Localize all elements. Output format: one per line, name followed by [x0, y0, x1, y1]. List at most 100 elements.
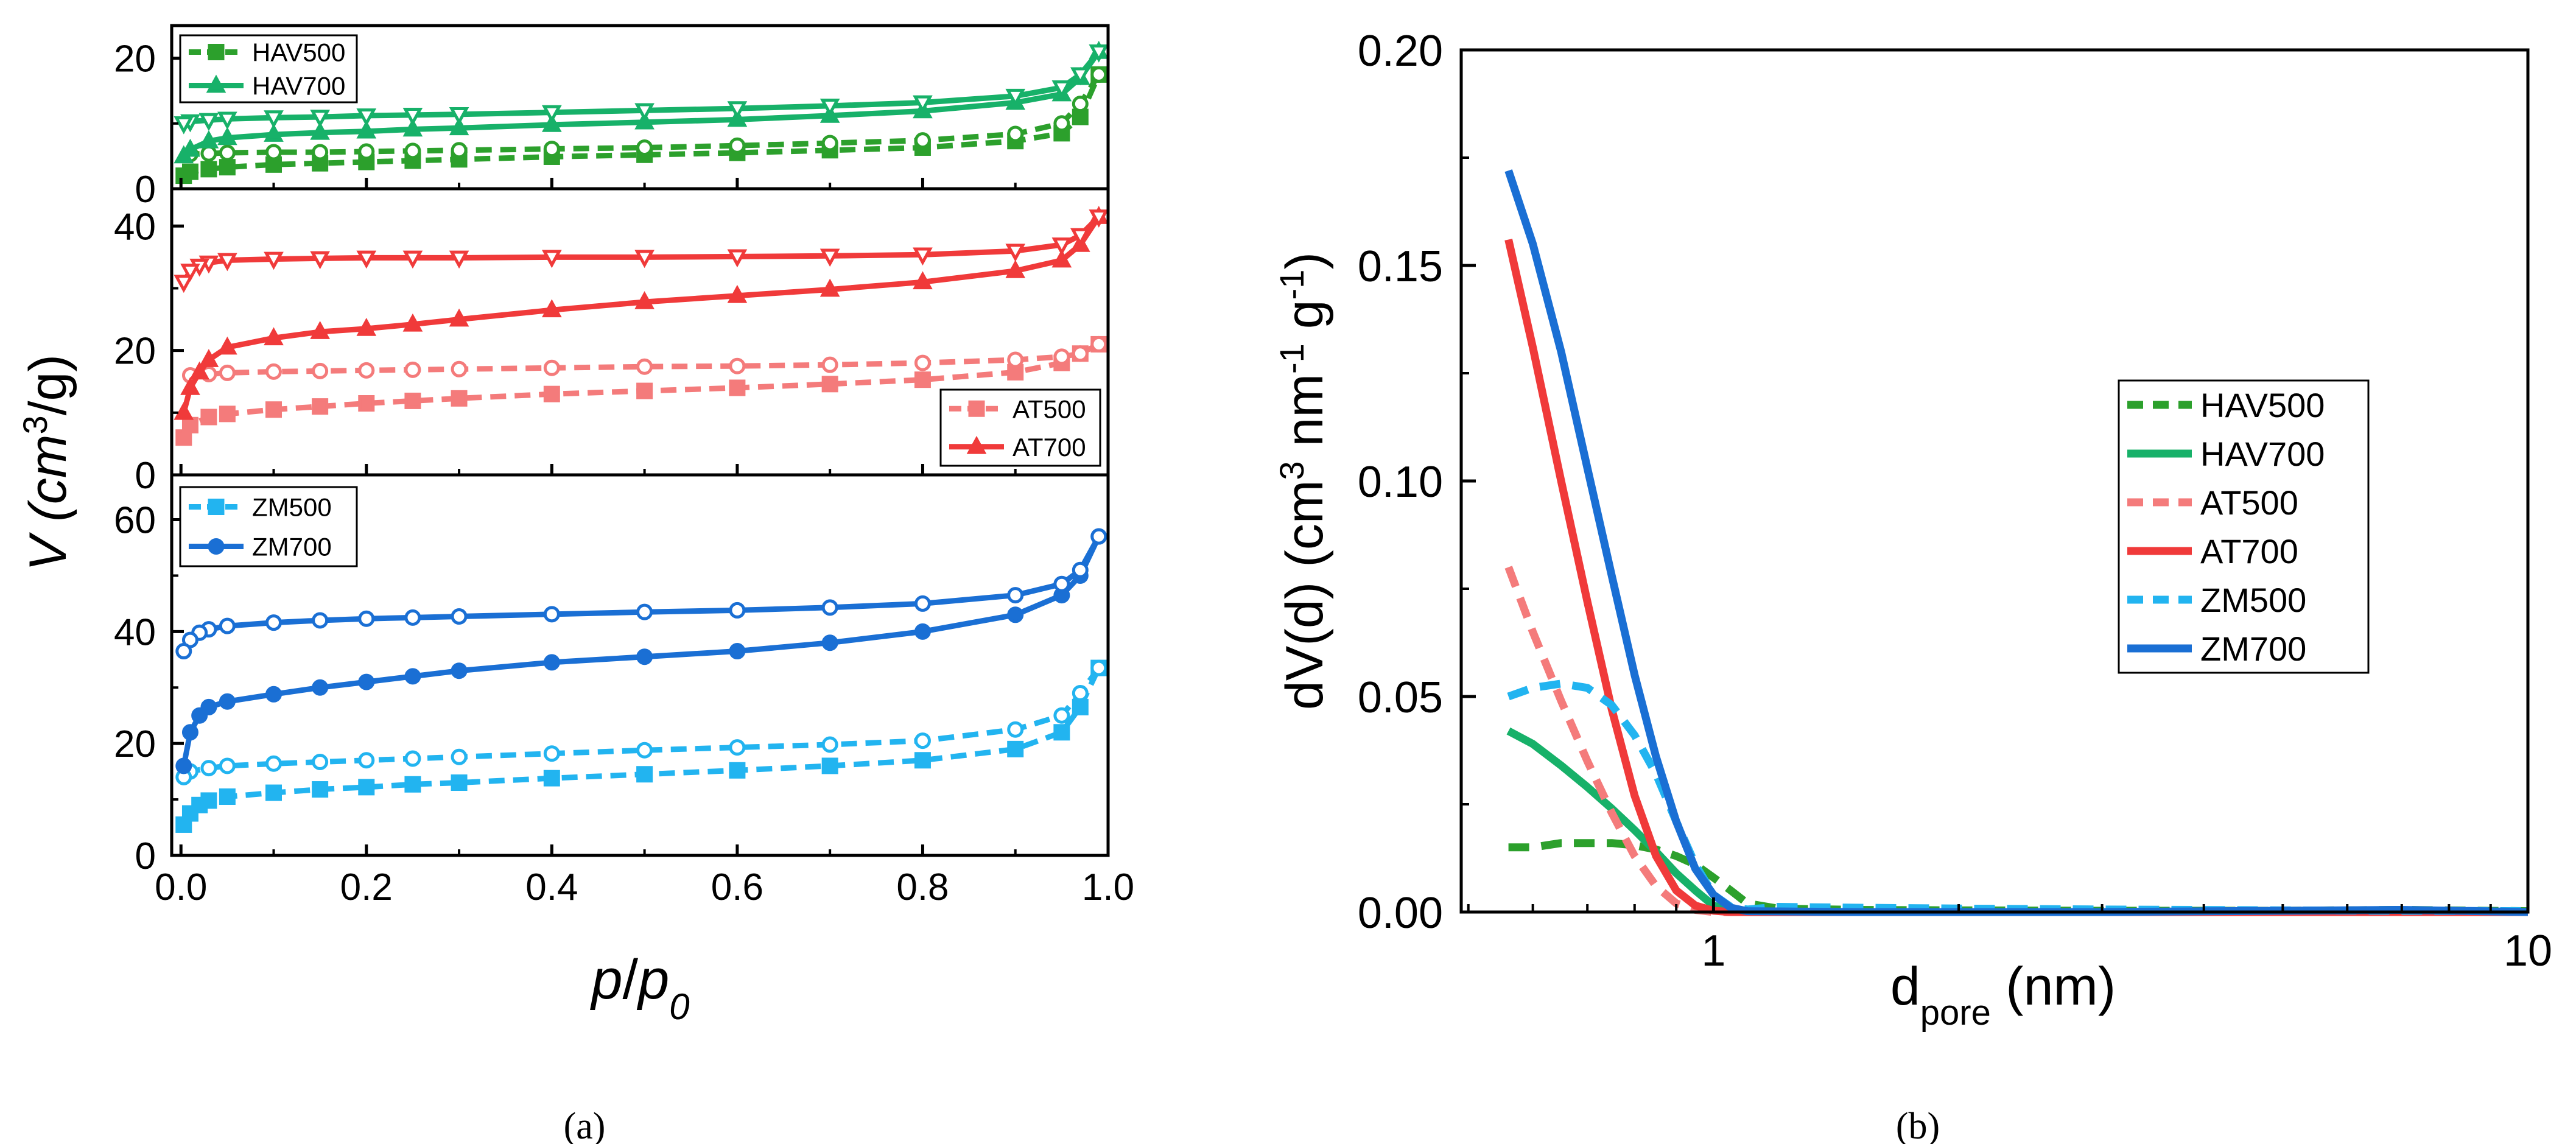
series-point-zm500-desorption	[200, 760, 217, 777]
series-point-zm700-adsorption	[181, 724, 198, 741]
legend-label-at500: AT500	[2200, 483, 2298, 522]
series-point-zm700-desorption	[451, 608, 468, 625]
legend-label-at700: AT700	[1013, 433, 1086, 461]
series-point-at500-desorption	[1053, 348, 1070, 365]
series-point-at500-adsorption	[729, 379, 746, 396]
series-point-zm500-desorption	[821, 736, 838, 753]
series-point-zm700-adsorption	[729, 643, 746, 660]
panel-b-y-axis-label: dV(d) (cm3 nm-1 g-1)	[1272, 252, 1335, 710]
series-point-hav700-adsorption	[402, 118, 423, 137]
y-tick-label: 20	[114, 38, 156, 80]
legend-1: AT500 AT700	[939, 388, 1101, 467]
series-point-zm500-adsorption	[200, 792, 217, 809]
series-point-zm700-desorption	[175, 643, 192, 660]
series-point-zm700-desorption	[543, 606, 560, 623]
series-point-hav700-adsorption	[198, 130, 219, 149]
legend-0: HAV500 HAV700	[179, 34, 358, 104]
series-point-hav700-adsorption	[542, 114, 562, 132]
subplot-zm: 0 20 40 60 ZM500 ZM700	[114, 473, 1110, 877]
series-point-zm700-desorption	[729, 602, 746, 619]
series-point-zm500-adsorption	[914, 752, 931, 769]
series-point-zm700-adsorption	[914, 623, 931, 640]
series-point-zm700-desorption	[404, 609, 421, 626]
series-point-at700-desorption	[913, 247, 933, 266]
series-point-at700-desorption	[310, 251, 330, 270]
series-point-hav500-adsorption	[219, 159, 236, 176]
series-point-at700-adsorption	[356, 318, 377, 336]
series-point-at700-adsorption	[449, 308, 469, 327]
series-point-hav700-desorption	[310, 110, 330, 128]
series-point-at500-desorption	[265, 363, 283, 380]
plot-b: 0.00 0.05 0.10 0.15 0.20 1 10 HAV500 HAV700 AT500…	[1358, 27, 2552, 975]
panel-b-caption: (b)	[1896, 1106, 1940, 1144]
series-point-zm500-desorption	[1007, 721, 1024, 738]
y-tick-label: 20	[114, 331, 156, 373]
series-line-at700	[1504, 239, 2528, 916]
legend-label-hav500: HAV500	[252, 38, 345, 67]
series-point-zm700-adsorption	[1007, 606, 1024, 623]
x-tick-label: 0.0	[155, 866, 207, 908]
series-point-at500-adsorption	[543, 385, 560, 402]
series-point-zm500-adsorption	[1072, 698, 1089, 715]
series-point-hav700-adsorption	[310, 121, 330, 140]
series-point-zm700-adsorption	[636, 648, 653, 665]
series-point-hav500-desorption	[451, 142, 468, 159]
axis-frame	[170, 473, 1110, 857]
legend-marker-hav700	[206, 74, 226, 93]
series-point-at700-adsorption	[402, 313, 423, 332]
series-point-hav700-adsorption	[449, 117, 469, 136]
series-point-zm500-desorption	[404, 750, 421, 767]
series-point-zm700-adsorption	[404, 668, 421, 685]
series-point-zm700-desorption	[636, 603, 653, 620]
series-point-zm700-desorption	[312, 612, 329, 629]
series-point-zm500-adsorption	[265, 784, 283, 801]
series-point-at500-adsorption	[404, 392, 421, 409]
series-point-at500-desorption	[821, 356, 838, 373]
x-tick-label: 10	[2504, 927, 2552, 975]
series-point-zm700-desorption	[1072, 561, 1089, 578]
series-point-zm700-adsorption	[265, 686, 283, 703]
series-point-at700-desorption	[1051, 237, 1072, 256]
series-point-zm500-desorption	[636, 742, 653, 759]
series-point-hav500-adsorption	[181, 163, 198, 180]
legend-label-zm500: ZM500	[252, 493, 332, 522]
series-point-at700-desorption	[449, 250, 469, 269]
y-tick-label: 0.10	[1358, 458, 1443, 507]
panel-a-y-axis-label: V (cm3/g)	[16, 354, 78, 571]
series-point-at700-adsorption	[180, 377, 200, 395]
series-point-zm500-desorption	[358, 752, 375, 769]
series-point-zm500-desorption	[543, 745, 560, 762]
series-point-zm700-desorption	[914, 595, 931, 612]
series-line-zm700	[1504, 169, 2529, 916]
legend-label-hav700: HAV700	[2200, 435, 2325, 473]
series-point-at700-desorption	[264, 251, 284, 270]
series-point-zm700-desorption	[1090, 528, 1107, 545]
series-point-zm700-adsorption	[200, 698, 217, 715]
series-point-hav700-desorption	[264, 110, 284, 128]
legend-label-at700: AT700	[2200, 532, 2298, 570]
series-point-hav500-desorption	[636, 139, 653, 156]
series-point-hav700-adsorption	[264, 124, 284, 142]
series-point-hav500-desorption	[914, 132, 931, 149]
series-point-at700-desorption	[180, 264, 200, 282]
series-point-hav700-adsorption	[356, 120, 377, 139]
series-point-zm500-adsorption	[358, 779, 375, 796]
series-point-zm700-desorption	[265, 614, 283, 631]
series-point-hav500-desorption	[265, 144, 283, 161]
series-point-at700-adsorption	[913, 271, 933, 290]
subplot-hav: 0 20 HAV500 HAV700	[114, 24, 1110, 211]
legend-label-hav700: HAV700	[252, 72, 345, 100]
panel-a-isotherms: 0 20 HAV500 HAV700 0 20 40 AT500 AT700 0 20 40 60 Z…	[16, 24, 1134, 1144]
series-point-hav700-desorption	[449, 107, 469, 125]
series-point-hav700-desorption	[913, 95, 933, 114]
series-point-zm700-desorption	[358, 610, 375, 627]
series-point-at700-desorption	[819, 248, 840, 267]
series-point-at700-adsorption	[1051, 249, 1072, 268]
series-line-hav700	[1506, 727, 2528, 916]
series-point-zm500-desorption	[914, 732, 931, 749]
series-point-hav700-desorption	[634, 103, 655, 122]
y-tick-label: 0.20	[1358, 27, 1443, 75]
legend-box	[2118, 379, 2370, 674]
series-point-zm500-desorption	[1053, 707, 1070, 724]
series-point-zm500-adsorption	[312, 781, 329, 798]
